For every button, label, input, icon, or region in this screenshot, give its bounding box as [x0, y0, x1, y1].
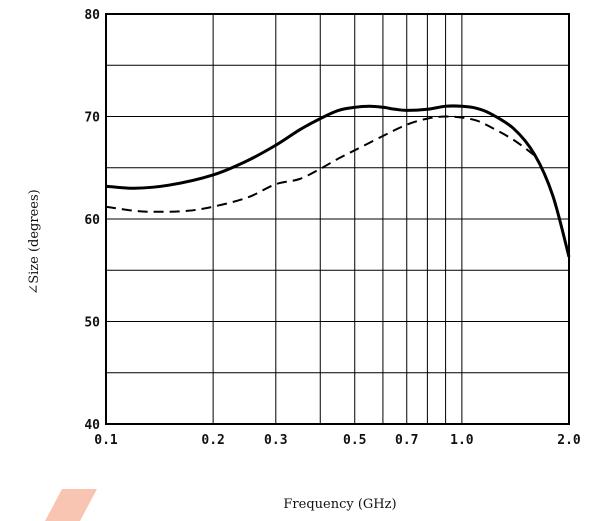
y-axis-label: ∠Size (degrees): [27, 189, 42, 294]
series-group: [105, 104, 571, 258]
y-tick-label: 70: [84, 111, 100, 126]
x-tick-label: 2.0: [557, 433, 581, 448]
x-tick-label: 0.5: [343, 433, 366, 448]
x-tick-label: 0.7: [395, 433, 418, 448]
y-tick-label: 50: [84, 316, 100, 331]
grid: [105, 13, 570, 425]
y-tick-label: 60: [84, 213, 100, 228]
x-tick-label: 0.3: [264, 433, 287, 448]
x-tick-label: 0.2: [201, 433, 224, 448]
plot-frame: [105, 13, 570, 425]
y-tick-label: 80: [84, 8, 100, 23]
y-tick-label: 40: [84, 418, 100, 433]
series-line-dashed: [105, 115, 536, 213]
x-tick-labels: 0.1 0.2 0.3 0.5 0.7 1.0 2.0: [94, 433, 581, 448]
x-tick-label: 0.1: [94, 433, 118, 448]
x-axis-label: Frequency (GHz): [283, 497, 396, 512]
y-tick-labels: 40 50 60 70 80: [84, 8, 100, 433]
decorative-shape: [45, 489, 97, 521]
x-tick-label: 1.0: [450, 433, 474, 448]
series-line-solid: [105, 104, 571, 258]
